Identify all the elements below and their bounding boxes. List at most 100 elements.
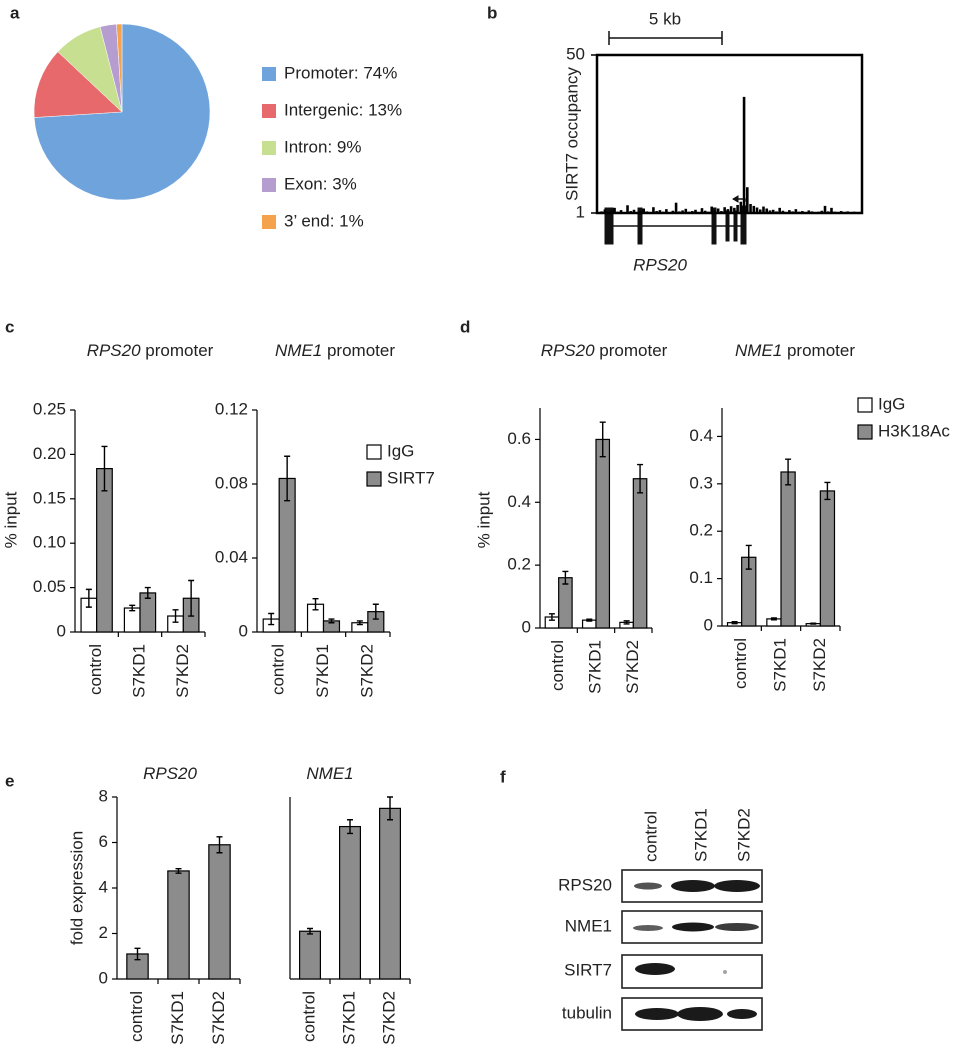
blot [621,869,763,1031]
bar [123,607,141,633]
error-bar [387,796,393,821]
y-tick-label: 0 [239,621,248,640]
pie-slice [116,23,123,113]
error-bar [188,579,195,617]
x-tick-label: S7KD1 [129,644,148,698]
chart-title: RPS20 [143,764,197,783]
legend-swatch [262,67,276,81]
legend-label: H3K18Ac [878,421,950,440]
bar [632,478,648,629]
scale-bar-label: 5 kb [649,9,681,28]
x-tick-label: control [269,644,288,695]
y-tick-label: 1 [576,202,585,221]
error-bar [810,622,817,625]
x-tick-label: control [86,644,105,695]
legend-label: Promoter: 74% [284,63,397,82]
y-axis-label: % input [1,491,20,548]
error-bar [824,481,831,501]
error-bar [586,618,593,622]
y-tick-label: 0.2 [507,555,531,574]
bar [299,930,322,980]
y-tick-label: 0.2 [689,521,713,540]
panel-label: c [5,317,14,336]
row-label: NME1 [565,916,612,935]
x-tick-label: control [299,991,318,1042]
y-tick-label: 8 [99,786,108,805]
error-bar [172,609,179,623]
row-label: tubulin [562,1003,612,1022]
pie-slice [33,51,123,118]
y-tick-label: 0.4 [689,426,713,445]
panel-label: e [5,771,14,790]
y-tick-label: 0.25 [33,399,66,418]
x-tick-label: S7KD2 [173,644,192,698]
bar [167,870,190,980]
error-bar [175,867,182,874]
chart-title: NME1 promoter [275,341,395,360]
legend-swatch [366,444,382,460]
legend-swatch [262,104,276,118]
y-axis-label: fold expression [67,831,86,945]
error-bar [144,586,151,599]
lane-label: S7KD2 [734,808,753,862]
x-tick-label: S7KD2 [357,644,376,698]
y-tick-label: 0.12 [215,399,248,418]
legend-swatch [857,397,873,413]
y-tick-label: 0.08 [215,473,248,492]
y-tick-label: 0.05 [33,577,66,596]
bar [339,825,362,980]
x-tick-label: S7KD1 [313,644,332,698]
legend-label: 3’ end: 1% [284,211,364,230]
bar [780,471,796,627]
y-tick-label: 0.4 [507,492,531,511]
x-tick-label: S7KD1 [339,991,358,1045]
error-bar [312,598,319,611]
error-bar [785,458,792,486]
y-tick-label: 0 [57,621,66,640]
error-bar [599,421,606,458]
y-tick-label: 0.6 [507,429,531,448]
error-bar [623,620,630,625]
error-bar [284,455,291,502]
legend-label: IgG [878,394,905,413]
bar [96,468,113,633]
y-axis-label: % input [474,491,493,548]
panel-label: d [460,317,470,336]
legend-label: Intron: 9% [284,137,362,156]
bar [379,807,402,980]
error-bar [372,603,379,620]
y-tick-label: 0 [522,617,531,636]
y-tick-label: 0.15 [33,488,66,507]
error-bar [745,544,752,570]
plot-frame [595,53,864,215]
error-bar [268,612,275,626]
error-bar [731,621,738,625]
panel-label: a [10,3,20,22]
legend-label: Intergenic: 13% [284,100,402,119]
x-tick-label: S7KD2 [209,991,228,1045]
error-bar [637,463,644,494]
bar [558,577,573,629]
legend-swatch [262,178,276,192]
x-tick-label: S7KD1 [770,638,789,692]
error-bar [770,617,777,621]
error-bar [129,604,136,612]
x-tick-label: S7KD1 [585,640,604,694]
scale-bar [608,31,723,45]
y-tick-label: 0.1 [689,568,713,587]
legend-swatch [366,471,382,487]
y-tick-label: 0.20 [33,444,66,463]
legend-swatch [262,215,276,229]
y-tick-label: 6 [99,832,108,851]
y-tick-label: 0.04 [215,547,248,566]
error-bar [356,620,363,626]
y-axis-label: SIRT7 occupancy [562,67,581,201]
bar [595,438,611,629]
x-tick-label: control [731,638,750,689]
y-tick-label: 2 [99,923,108,942]
panel-label: f [500,767,506,786]
chart-title: NME1 [306,764,353,783]
y-tick-label: 50 [566,44,585,63]
x-tick-label: S7KD1 [168,991,187,1045]
